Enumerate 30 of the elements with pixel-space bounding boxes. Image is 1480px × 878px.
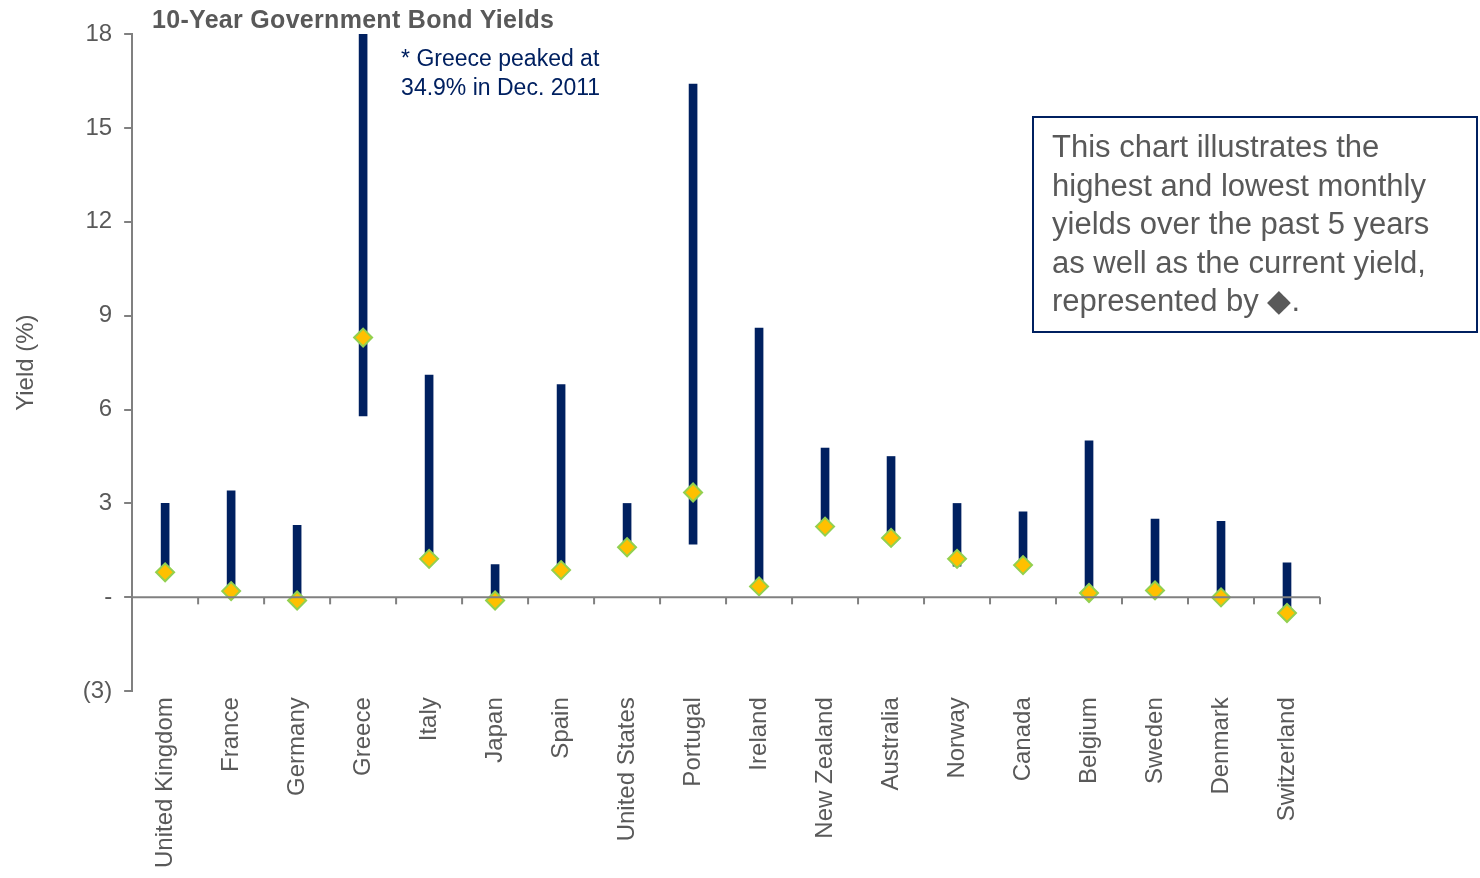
x-tick-label: Sweden [1139,697,1167,784]
x-tick-label: Ireland [743,697,771,771]
y-tick-label: - [104,581,113,609]
x-tick-label: Norway [941,697,969,779]
x-tick-label: Switzerland [1271,697,1299,822]
x-tick-label: France [215,697,243,772]
x-tick-label: Greece [347,697,375,776]
y-tick-label: 18 [85,18,113,46]
x-tick-label: Spain [545,697,573,759]
chart-title: 10-Year Government Bond Yields [152,5,555,34]
x-tick-label: Italy [413,697,441,742]
y-tick-label: (3) [82,675,113,703]
y-tick-label: 12 [85,206,113,234]
x-tick-label: Portugal [677,697,705,787]
y-tick-label: 9 [98,300,113,328]
y-axis-title: Yield (%) [11,314,39,411]
x-tick-label: Japan [479,697,507,763]
x-tick-label: Canada [1007,696,1035,782]
x-tick-label: Germany [281,697,309,796]
x-tick-label: United States [611,697,639,842]
annotation: * Greece peaked at 34.9% in Dec. 2011 [401,45,601,100]
x-tick-label: New Zealand [809,697,837,839]
y-tick-label: 3 [98,488,113,516]
x-tick-label: United Kingdom [149,697,177,868]
x-tick-label: Australia [875,696,903,791]
annotation: This chart illustrates the highest and lowest monthly yields over the past 5 years as well as the current yield, represented by ◆. [1032,116,1478,333]
y-tick-label: 6 [98,394,113,422]
y-tick-label: 15 [85,112,113,140]
x-tick-label: Denmark [1205,696,1233,795]
x-tick-label: Belgium [1073,697,1101,784]
